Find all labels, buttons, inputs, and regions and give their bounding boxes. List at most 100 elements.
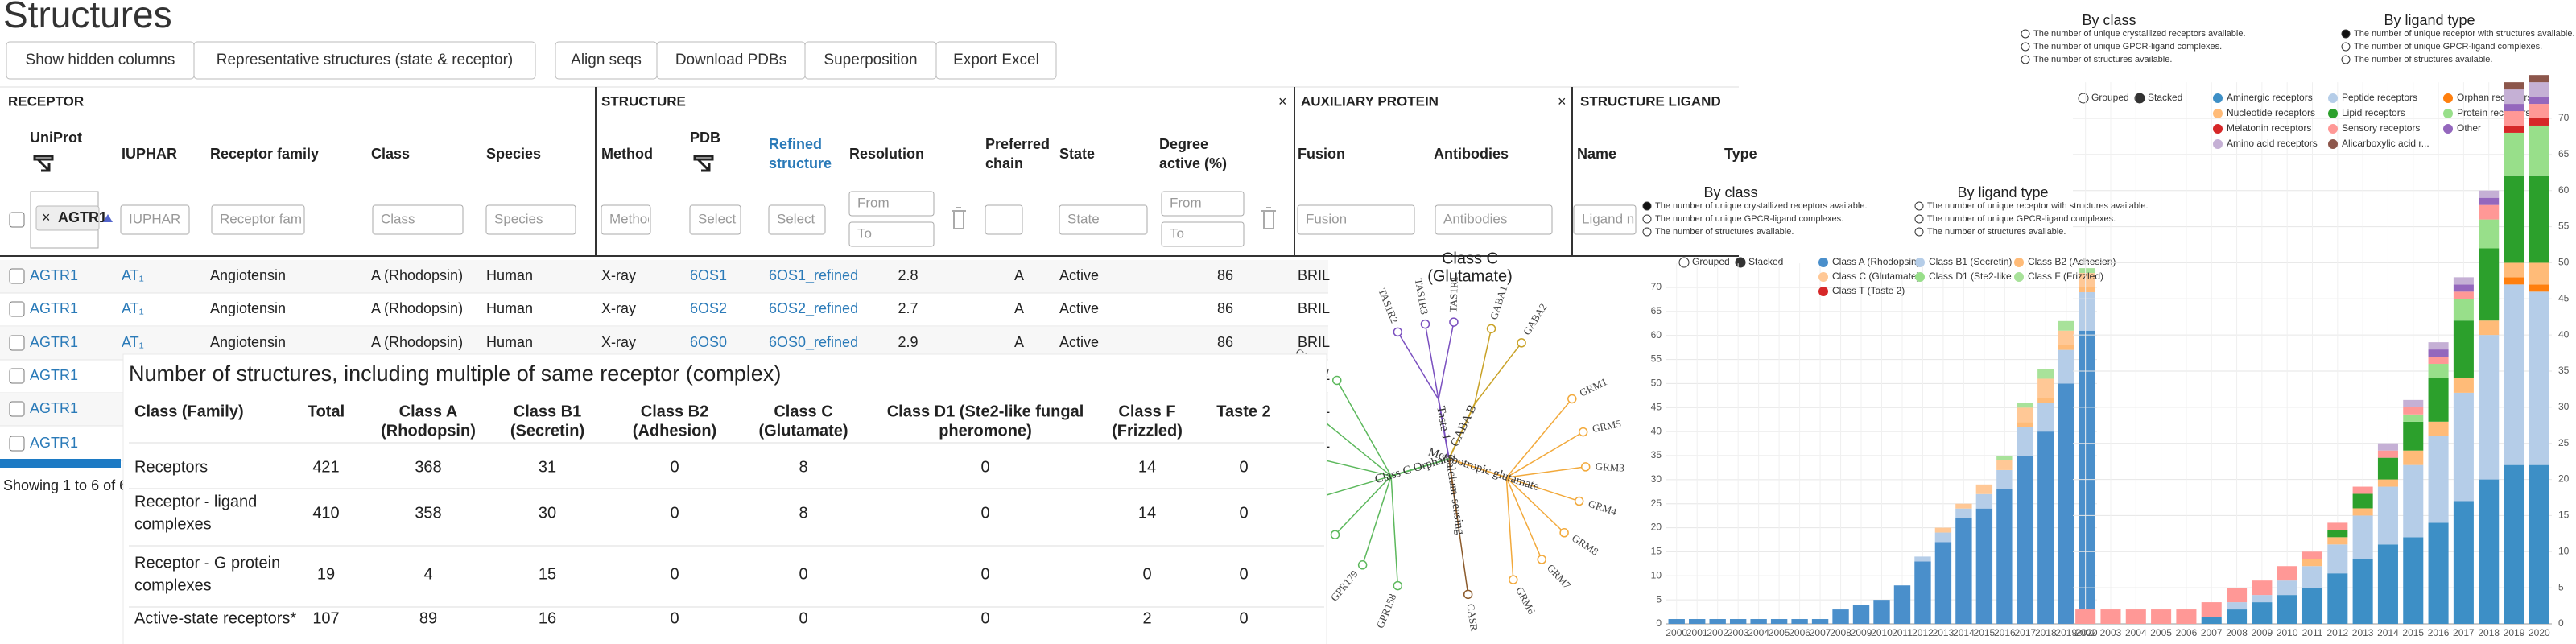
summary-cell: 410 xyxy=(312,504,339,522)
filter-placeholder: IUPHAR xyxy=(129,211,180,226)
filter-input[interactable] xyxy=(1161,221,1245,247)
y-tick-label: 15 xyxy=(1651,546,1662,557)
radio[interactable] xyxy=(1914,201,1924,211)
bar-segment xyxy=(2301,559,2323,567)
summary-row-label: Receptor - ligand xyxy=(134,493,257,510)
y-tick-label: 55 xyxy=(1651,353,1662,365)
filter-input[interactable] xyxy=(848,221,935,247)
filter-input[interactable] xyxy=(768,204,826,235)
tree-leaf xyxy=(1449,317,1459,327)
row-checkbox[interactable] xyxy=(9,212,25,228)
summary-header: Total xyxy=(308,402,345,420)
legend-swatch xyxy=(1818,272,1828,282)
column-header: Resolution xyxy=(849,146,924,162)
row-checkbox[interactable] xyxy=(9,268,25,284)
mode-label: Stacked xyxy=(1748,256,1783,267)
row-checkbox[interactable] xyxy=(9,401,25,417)
radio[interactable] xyxy=(1678,257,1690,268)
filter-input[interactable] xyxy=(689,204,741,235)
trash-icon[interactable] xyxy=(952,207,966,229)
row-checkbox[interactable] xyxy=(9,436,25,452)
chip-remove[interactable]: × xyxy=(42,209,51,225)
filter-input[interactable] xyxy=(485,204,576,235)
summary-cell: 0 xyxy=(1239,504,1248,522)
summary-cell: 4 xyxy=(423,565,432,583)
row-checkbox[interactable] xyxy=(9,301,25,317)
radio[interactable] xyxy=(2341,42,2351,52)
filter-input[interactable] xyxy=(211,204,305,235)
radio[interactable] xyxy=(1735,257,1746,268)
radio[interactable] xyxy=(1642,214,1652,224)
x-tick-label: 2017 xyxy=(2453,627,2475,638)
y-tick-label: 10 xyxy=(1651,569,1662,580)
filter-input[interactable] xyxy=(1161,191,1245,217)
row-stripe xyxy=(0,260,1328,293)
radio[interactable] xyxy=(2021,42,2030,52)
radio[interactable] xyxy=(1914,214,1924,224)
column-header: Fusion xyxy=(1298,146,1345,162)
cell: BRIL xyxy=(1298,267,1330,283)
radio[interactable] xyxy=(2021,29,2030,39)
leaf-label: GRM1 xyxy=(1578,375,1609,398)
cell: Active xyxy=(1059,334,1099,350)
close-icon[interactable]: × xyxy=(1278,93,1287,109)
x-tick-label: 2019 xyxy=(2504,627,2525,638)
radio[interactable] xyxy=(1642,227,1652,237)
legend-label: Lipid receptors xyxy=(2342,107,2405,118)
filter-input[interactable] xyxy=(1059,204,1148,235)
summary-row-label: Active-state receptors* xyxy=(134,609,296,627)
radio-label: The number of structures available. xyxy=(1927,227,2066,237)
column-header: chain xyxy=(985,155,1023,171)
bar-segment xyxy=(2479,204,2500,220)
radio[interactable] xyxy=(2078,93,2089,104)
radio[interactable] xyxy=(2341,55,2351,64)
bar-segment xyxy=(2428,421,2449,436)
download-icon[interactable] xyxy=(693,155,714,172)
column-group: AUXILIARY PROTEIN xyxy=(1301,93,1439,109)
tree-branch xyxy=(1336,380,1392,477)
summary-header: Class B2 xyxy=(641,402,709,420)
row-checkbox[interactable] xyxy=(9,335,25,351)
cell: AT₁ xyxy=(122,334,144,350)
tree-branch xyxy=(1390,476,1399,586)
close-icon[interactable]: × xyxy=(1558,93,1567,109)
column-header: Type xyxy=(1724,146,1757,162)
filter-input[interactable] xyxy=(1573,204,1637,235)
column-header: UniProt xyxy=(30,130,82,146)
legend-swatch xyxy=(1915,258,1925,267)
trash-icon[interactable] xyxy=(1261,207,1276,229)
row-checkbox[interactable] xyxy=(9,368,25,384)
filter-input[interactable] xyxy=(1297,204,1415,235)
leaf-label: CASR xyxy=(1464,603,1480,632)
filter-input[interactable] xyxy=(120,204,190,235)
download-icon[interactable] xyxy=(33,155,54,172)
y-tick-label: 70 xyxy=(2558,112,2570,123)
radio[interactable] xyxy=(2341,29,2351,39)
bar-segment xyxy=(2403,414,2424,422)
y-tick-label: 5 xyxy=(1656,593,1662,605)
radio[interactable] xyxy=(2021,55,2030,64)
radio[interactable] xyxy=(2134,93,2145,104)
bar-segment xyxy=(1934,527,1952,533)
summary-cell: 0 xyxy=(980,565,989,583)
filter-input[interactable] xyxy=(601,204,651,235)
button[interactable] xyxy=(935,41,1057,80)
bar-segment xyxy=(2277,595,2297,624)
bar-segment xyxy=(1934,532,1952,543)
filter-input[interactable] xyxy=(985,204,1023,235)
radio[interactable] xyxy=(1642,201,1652,211)
tree-branch xyxy=(1448,403,1476,460)
filter-input[interactable] xyxy=(1435,204,1553,235)
filter-input[interactable] xyxy=(848,191,935,217)
filter-input[interactable] xyxy=(372,204,464,235)
button[interactable] xyxy=(193,41,536,80)
x-tick-label: 2002 xyxy=(2074,627,2096,638)
radio-label: The number of structures available. xyxy=(1655,227,1794,237)
bar-segment xyxy=(2504,175,2524,263)
column-group: STRUCTURE xyxy=(601,93,686,109)
radio[interactable] xyxy=(1914,227,1924,237)
summary-cell: 421 xyxy=(312,458,339,476)
tree-branch xyxy=(1317,475,1392,499)
bar-segment xyxy=(2327,530,2348,538)
legend-swatch xyxy=(1818,258,1828,267)
